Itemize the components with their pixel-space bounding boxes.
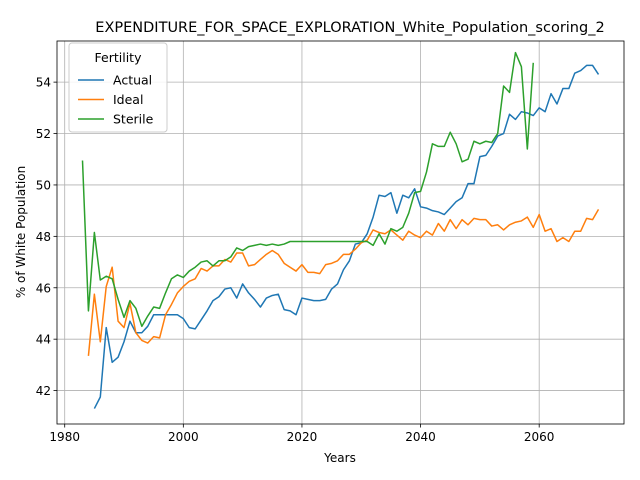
y-tick-label: 50 [36, 178, 51, 192]
legend-label-actual: Actual [113, 73, 152, 88]
y-axis-ticks: 42 44 46 48 50 52 54 [36, 76, 57, 398]
y-tick-label: 48 [36, 230, 51, 244]
x-tick-label: 2020 [287, 430, 318, 444]
y-tick-label: 46 [36, 281, 51, 295]
x-tick-label: 2040 [405, 430, 436, 444]
chart-title: EXPENDITURE_FOR_SPACE_EXPLORATION_White_… [95, 20, 604, 36]
x-axis-label: Years [323, 451, 356, 465]
series-line-sterile [81, 51, 535, 328]
x-tick-label: 2000 [168, 430, 199, 444]
legend: Fertility Actual Ideal Sterile [68, 42, 168, 133]
series-lines [81, 51, 600, 409]
legend-label-ideal: Ideal [113, 92, 143, 107]
x-tick-label: 1980 [49, 430, 80, 444]
y-tick-label: 42 [36, 384, 51, 398]
y-tick-label: 52 [36, 127, 51, 141]
y-tick-label: 54 [36, 76, 51, 90]
plot-frame [56, 40, 625, 425]
series-line-ideal [87, 208, 600, 356]
x-axis-ticks: 1980 2000 2020 2040 2060 [49, 424, 554, 444]
series-line-actual [93, 64, 600, 409]
x-tick-label: 2060 [524, 430, 555, 444]
grid-lines [57, 41, 624, 424]
legend-title: Fertility [95, 50, 143, 65]
legend-label-sterile: Sterile [113, 112, 154, 127]
y-axis-label: % of White Population [14, 166, 28, 298]
legend-box [68, 42, 168, 133]
y-tick-label: 44 [36, 333, 51, 347]
